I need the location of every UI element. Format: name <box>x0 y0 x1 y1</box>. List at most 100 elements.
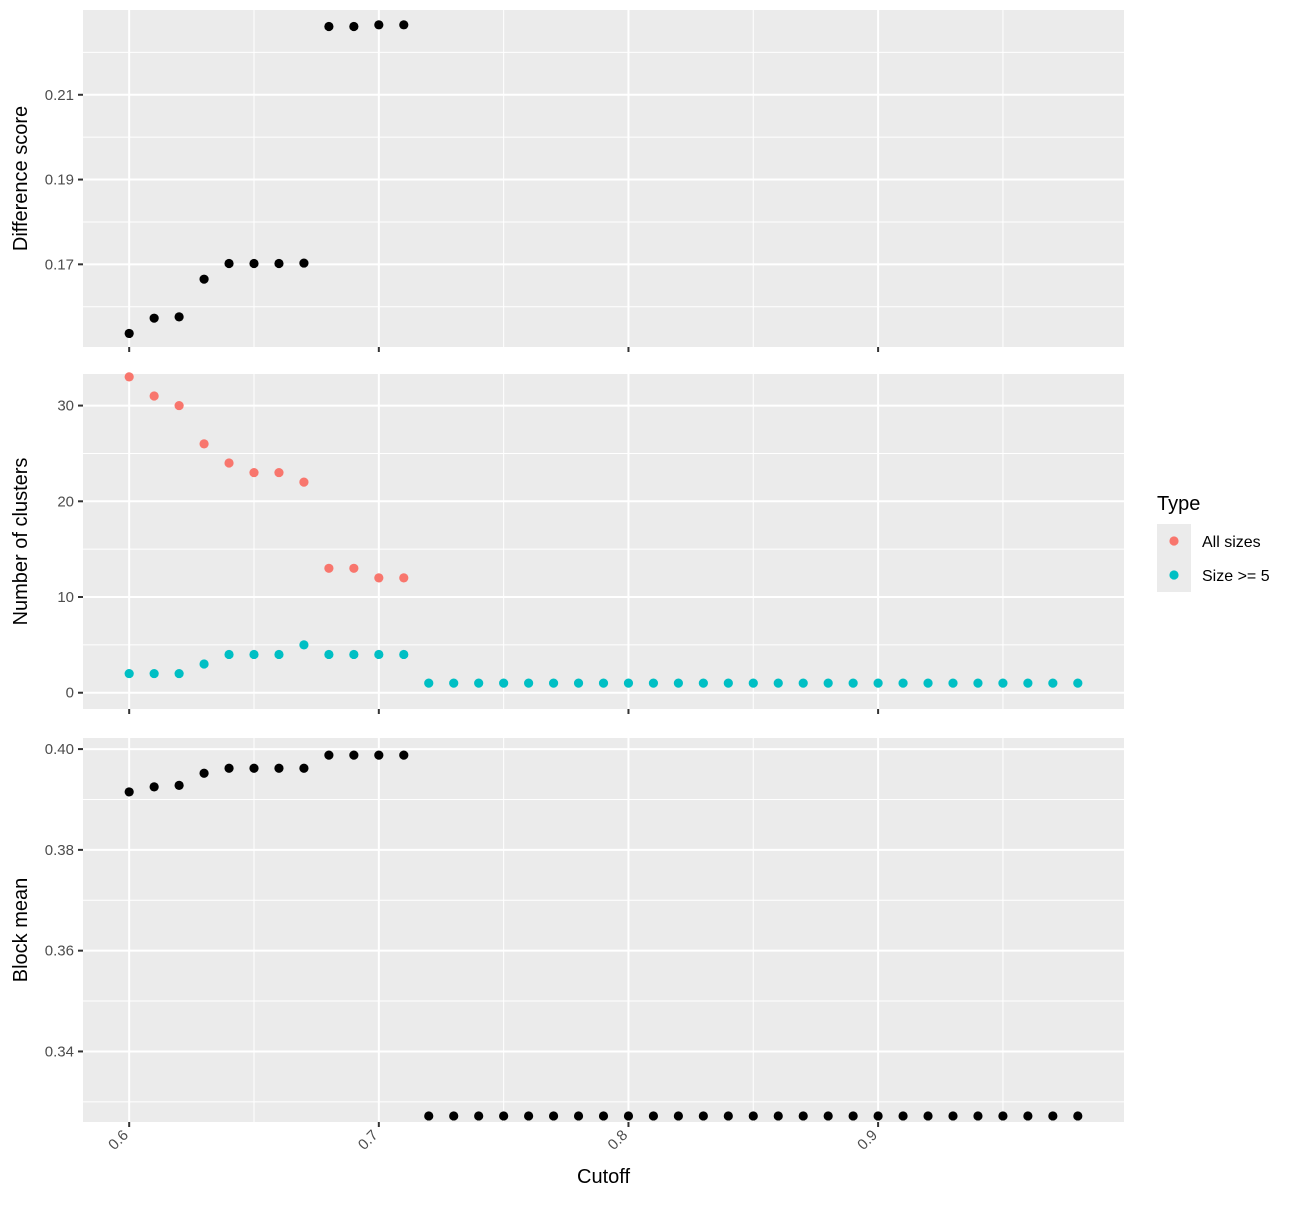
data-point <box>923 1111 933 1121</box>
data-point <box>474 678 484 688</box>
data-point <box>149 391 159 401</box>
data-point <box>848 1111 858 1121</box>
data-point <box>1048 678 1058 688</box>
data-point <box>374 649 384 660</box>
data-point <box>848 678 858 688</box>
data-point <box>673 1111 683 1121</box>
legend-entry-label: Size >= 5 <box>1202 568 1270 585</box>
y-tick-label: 0.19 <box>45 172 74 189</box>
data-point <box>698 1111 708 1121</box>
data-point <box>199 659 209 669</box>
data-point <box>998 1111 1008 1121</box>
data-point <box>224 458 234 468</box>
data-point <box>773 678 783 688</box>
y-tick-label: 20 <box>57 493 74 510</box>
data-point <box>274 649 284 660</box>
data-point <box>748 1111 758 1121</box>
data-point <box>324 21 334 32</box>
data-point <box>773 1111 783 1121</box>
y-tick-label: 0.17 <box>45 256 74 273</box>
data-point <box>524 678 534 688</box>
data-point <box>598 678 609 688</box>
data-point <box>349 649 359 660</box>
legend-key-dot <box>1169 536 1179 546</box>
data-point <box>374 573 384 583</box>
data-point <box>149 313 159 323</box>
x-tick-label: 0.6 <box>105 1127 132 1154</box>
data-point <box>224 763 234 773</box>
data-point <box>648 1111 659 1121</box>
data-point <box>598 1111 609 1121</box>
data-point <box>224 649 234 660</box>
data-point <box>424 1111 434 1121</box>
y-axis-title: Number of clusters <box>10 458 32 626</box>
data-point <box>349 563 359 573</box>
data-point <box>349 21 359 32</box>
data-point <box>274 258 284 269</box>
legend: Type All sizes Size >= 5 <box>1157 493 1270 592</box>
data-point <box>399 750 409 760</box>
data-point <box>873 678 883 688</box>
data-point <box>998 678 1008 688</box>
data-point <box>399 649 409 660</box>
data-point <box>299 258 309 268</box>
data-point <box>698 678 708 688</box>
y-tick-label: 0.34 <box>45 1043 74 1060</box>
data-point <box>324 750 334 760</box>
data-point <box>1048 1111 1058 1121</box>
data-point <box>424 678 434 688</box>
y-tick-label: 0.40 <box>45 741 74 758</box>
data-point <box>823 678 833 688</box>
x-tick-label: 0.9 <box>854 1127 881 1154</box>
data-point <box>548 678 559 688</box>
data-point <box>449 1111 459 1121</box>
data-point <box>499 1111 509 1121</box>
data-point <box>324 649 334 660</box>
data-point <box>324 563 334 573</box>
data-point <box>274 763 284 773</box>
data-point <box>124 328 134 339</box>
data-point <box>923 678 933 688</box>
y-tick-label: 0 <box>66 685 74 702</box>
legend-entry-label: All sizes <box>1202 534 1261 551</box>
y-tick-label: 10 <box>57 589 74 606</box>
data-point <box>149 668 159 679</box>
y-axis-title: Block mean <box>10 878 32 983</box>
panel-top: 0.17 0.19 0.21 Difference score <box>10 10 1124 352</box>
y-tick-label: 30 <box>57 398 74 415</box>
data-point <box>249 763 259 773</box>
data-point <box>374 750 384 760</box>
data-point <box>898 1111 908 1121</box>
data-point <box>124 372 134 382</box>
data-point <box>948 678 958 688</box>
data-point <box>623 1111 634 1121</box>
data-point <box>1023 678 1033 688</box>
data-point <box>124 787 134 797</box>
data-point <box>623 678 634 688</box>
data-point <box>973 678 983 688</box>
x-tick-label: 0.8 <box>605 1127 632 1154</box>
y-tick-label: 0.21 <box>45 87 74 104</box>
data-point <box>898 678 908 688</box>
data-point <box>823 1111 833 1121</box>
data-point <box>673 678 683 688</box>
data-point <box>249 467 259 478</box>
data-point <box>1023 1111 1033 1121</box>
data-point <box>573 678 584 688</box>
data-point <box>399 573 409 583</box>
data-point <box>573 1111 584 1121</box>
y-tick-label: 0.38 <box>45 842 74 859</box>
data-point <box>399 20 409 30</box>
data-point <box>1073 1111 1083 1121</box>
data-point <box>1073 678 1083 688</box>
data-point <box>449 678 459 688</box>
data-point <box>224 258 234 269</box>
data-point <box>249 649 259 660</box>
data-point <box>199 439 209 449</box>
data-point <box>474 1111 484 1121</box>
data-point <box>648 678 659 688</box>
data-point <box>249 258 259 269</box>
data-point <box>349 750 359 760</box>
data-point <box>174 780 184 790</box>
